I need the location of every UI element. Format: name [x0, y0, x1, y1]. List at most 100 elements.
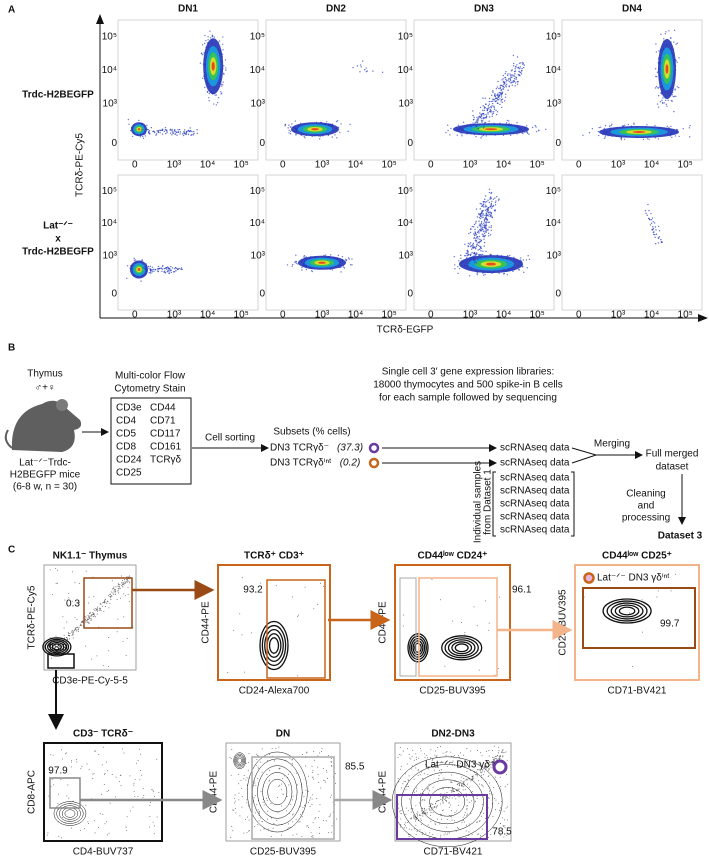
event-dot	[415, 768, 416, 769]
mouse-label: (6-8 w, n = 30)	[13, 482, 77, 493]
event-dot	[209, 31, 210, 32]
event-dot	[359, 71, 360, 72]
event-dot	[126, 655, 127, 656]
event-dot	[285, 124, 286, 125]
event-dot	[225, 59, 226, 60]
event-dot	[469, 275, 470, 276]
event-dot	[416, 834, 417, 835]
event-dot	[457, 134, 458, 135]
event-dot	[110, 803, 111, 804]
event-dot	[480, 227, 481, 228]
event-dot	[508, 79, 509, 80]
event-dot	[494, 746, 495, 747]
sequencing-text: 18000 thymocytes and 500 spike-in B cell…	[373, 380, 563, 391]
event-dot	[126, 827, 127, 828]
event-dot	[520, 72, 521, 73]
event-dot	[504, 273, 505, 274]
event-dot	[505, 97, 506, 98]
event-dot	[592, 128, 593, 129]
x-tick-label: 10⁵	[530, 160, 545, 171]
event-dot	[479, 225, 480, 226]
event-dot	[477, 232, 478, 233]
event-dot	[461, 261, 462, 262]
event-dot	[312, 835, 313, 836]
event-dot	[490, 214, 491, 215]
event-dot	[466, 257, 467, 258]
event-dot	[319, 827, 320, 828]
event-dot	[489, 189, 490, 190]
event-dot	[598, 131, 599, 132]
event-dot	[180, 131, 181, 132]
event-dot	[502, 750, 503, 751]
event-dot	[90, 618, 91, 619]
sequencing-text: Single cell 3′ gene expression libraries…	[382, 367, 555, 378]
event-dot	[133, 783, 134, 784]
event-dot	[247, 817, 248, 818]
event-dot	[321, 751, 322, 752]
event-dot	[260, 830, 261, 831]
event-dot	[463, 817, 464, 818]
event-dot	[137, 796, 138, 797]
event-dot	[474, 229, 475, 230]
event-dot	[115, 796, 116, 797]
event-dot	[480, 208, 481, 209]
event-dot	[476, 117, 477, 118]
event-dot	[91, 614, 92, 615]
event-dot	[498, 752, 499, 753]
event-dot	[495, 800, 496, 801]
marker: TCRγδ	[150, 455, 182, 466]
event-dot	[411, 809, 412, 810]
event-dot	[447, 130, 448, 131]
event-dot	[474, 262, 475, 263]
event-dot	[658, 95, 659, 96]
event-dot	[484, 106, 485, 107]
event-dot	[451, 790, 452, 791]
event-dot	[507, 274, 508, 275]
event-dot	[454, 755, 455, 756]
flow-plot	[395, 565, 510, 680]
event-dot	[400, 813, 401, 814]
event-dot	[260, 762, 261, 763]
event-dot	[88, 615, 89, 616]
y-tick-label: 0	[111, 138, 117, 149]
event-dot	[170, 269, 171, 270]
event-dot	[173, 133, 174, 134]
event-dot	[247, 777, 248, 778]
event-dot	[450, 781, 451, 782]
event-dot	[304, 137, 305, 138]
event-dot	[678, 136, 679, 137]
y-tick-label: 10³	[547, 99, 562, 110]
event-dot	[300, 814, 301, 815]
event-dot	[193, 133, 194, 134]
event-dot	[400, 818, 401, 819]
flow-plot: 0010³10³10⁴10⁴10⁵10⁵	[398, 175, 554, 321]
event-dot	[445, 798, 446, 799]
event-dot	[287, 796, 288, 797]
event-dot	[254, 826, 255, 827]
event-dot	[407, 748, 408, 749]
event-dot	[478, 231, 479, 232]
event-dot	[440, 804, 441, 805]
event-dot	[406, 786, 407, 787]
event-dot	[427, 774, 428, 775]
event-dot	[196, 129, 197, 130]
event-dot	[484, 227, 485, 228]
event-dot	[655, 243, 656, 244]
event-dot	[256, 754, 257, 755]
event-dot	[60, 779, 61, 780]
event-dot	[500, 90, 501, 91]
event-dot	[497, 99, 498, 100]
event-dot	[303, 136, 304, 137]
event-dot	[446, 751, 447, 752]
event-dot	[486, 135, 487, 136]
event-dot	[162, 268, 163, 269]
event-dot	[92, 612, 93, 613]
event-dot	[510, 135, 511, 136]
event-dot	[311, 832, 312, 833]
event-dot	[519, 75, 520, 76]
event-dot	[255, 812, 256, 813]
event-dot	[80, 624, 81, 625]
event-dot	[234, 798, 235, 799]
event-dot	[106, 603, 107, 604]
event-dot	[81, 625, 82, 626]
